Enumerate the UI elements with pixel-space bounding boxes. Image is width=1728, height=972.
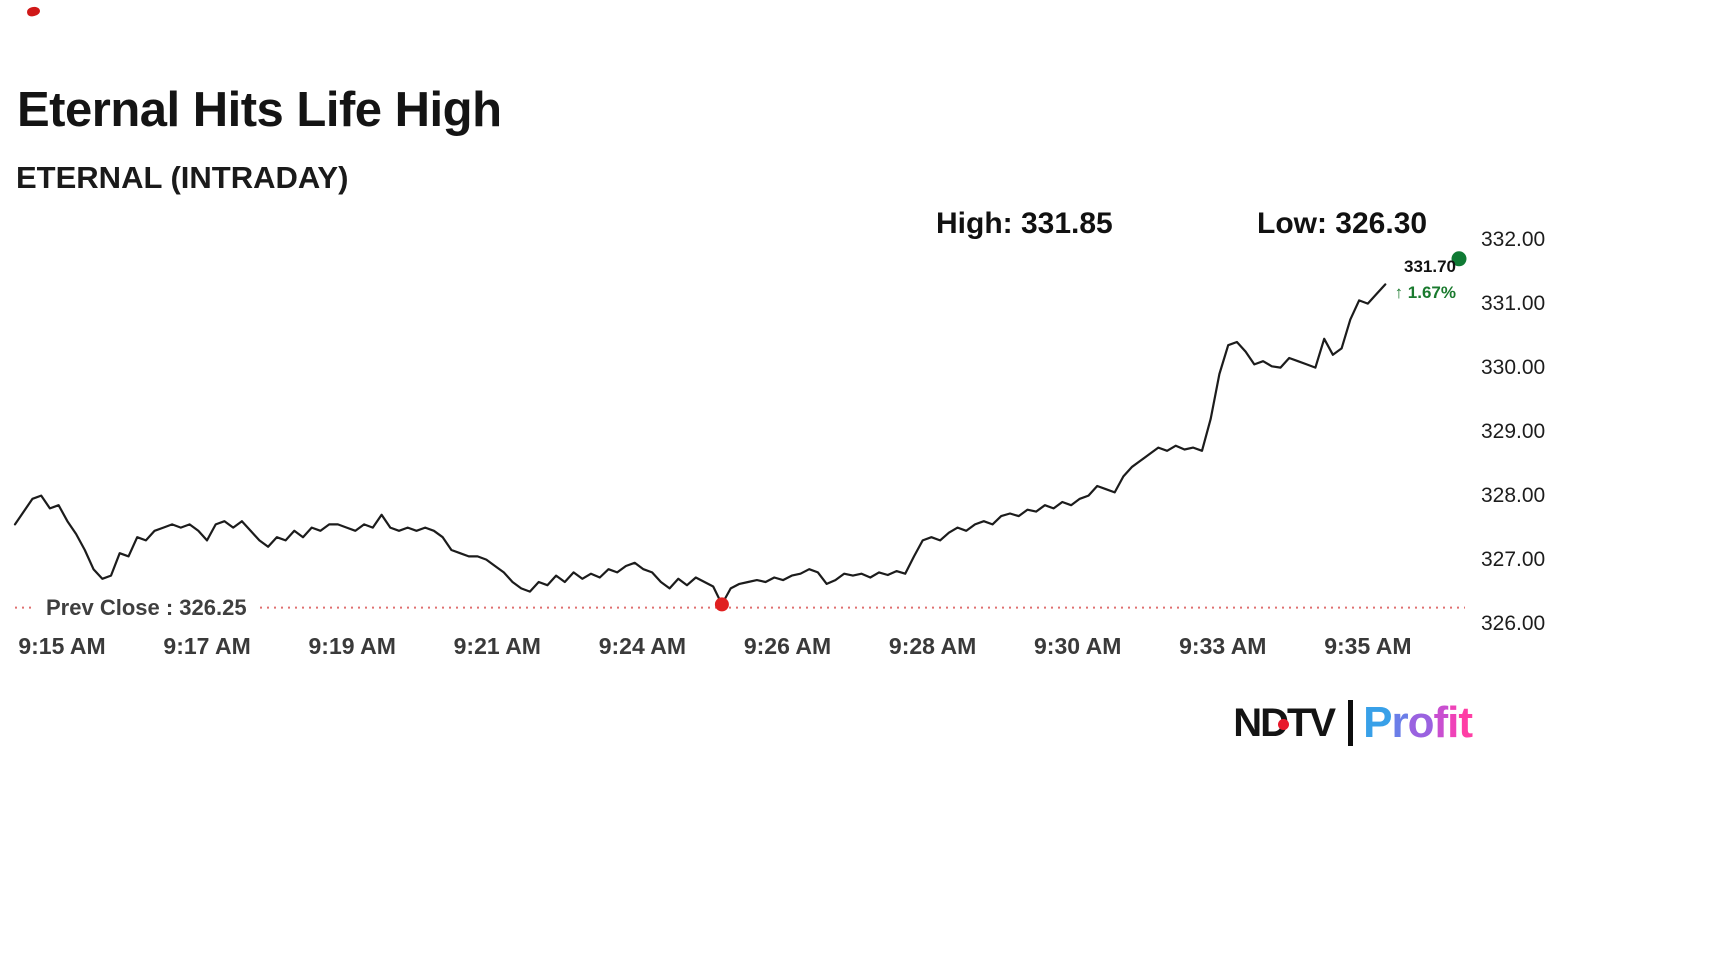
x-tick-label: 9:35 AM [1324, 633, 1412, 659]
x-tick-label: 9:17 AM [163, 633, 251, 659]
ndtv-red-dot-icon [1277, 719, 1289, 730]
profit-letter: i [1447, 698, 1459, 747]
x-tick-label: 9:15 AM [18, 633, 106, 659]
change-percent-label: ↑ 1.67% [1394, 283, 1456, 302]
high-value-label: High: 331.85 [936, 207, 1113, 240]
logo-separator [1348, 700, 1354, 746]
x-tick-label: 9:19 AM [308, 633, 396, 659]
profit-letter: f [1433, 698, 1448, 747]
profit-letter: o [1407, 698, 1435, 747]
x-tick-label: 9:33 AM [1179, 633, 1267, 659]
ndtv-wordmark: NDTV [1233, 703, 1336, 743]
low-point-marker [714, 597, 729, 612]
corner-red-mark [26, 5, 41, 18]
price-line-chart [13, 251, 1467, 612]
y-tick-label: 331.00 [1481, 291, 1546, 315]
page-title: Eternal Hits Life High [17, 83, 502, 137]
x-tick-label: 9:30 AM [1034, 633, 1122, 659]
x-tick-label: 9:26 AM [743, 633, 832, 659]
ndtv-profit-logo: NDTV Profit [1233, 697, 1473, 749]
profit-letter: t [1458, 698, 1473, 747]
profit-letter: r [1391, 698, 1408, 747]
profit-letter: P [1363, 698, 1392, 747]
y-tick-label: 329.00 [1481, 419, 1546, 443]
x-tick-label: 9:28 AM [888, 633, 977, 659]
x-tick-label: 9:21 AM [453, 633, 541, 659]
current-price-label: 331.70 [1404, 257, 1456, 276]
current-price-marker [1451, 251, 1467, 267]
y-tick-label: 328.00 [1481, 483, 1546, 507]
prev-close-label: Prev Close : 326.25 [36, 595, 257, 621]
low-value-label: Low: 326.30 [1257, 207, 1428, 240]
profit-wordmark: Profit [1363, 698, 1473, 747]
y-tick-label: 332.00 [1481, 227, 1546, 251]
y-tick-label: 326.00 [1481, 611, 1546, 635]
x-tick-label: 9:24 AM [598, 633, 687, 659]
price-line [13, 283, 1387, 606]
y-tick-label: 327.00 [1481, 547, 1546, 571]
y-tick-label: 330.00 [1481, 355, 1546, 379]
chart-subtitle: ETERNAL (INTRADAY) [16, 160, 349, 195]
